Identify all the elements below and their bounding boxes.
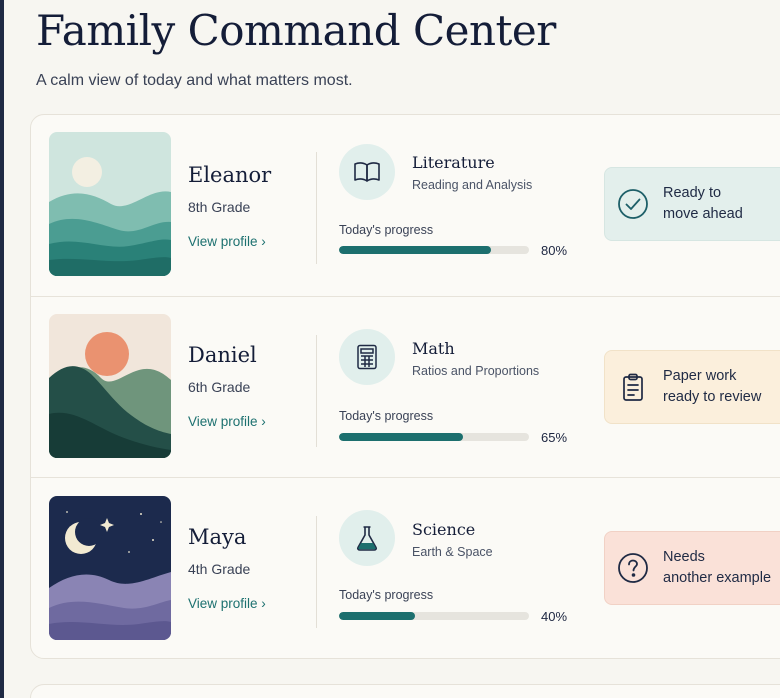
status-text: Ready to move ahead bbox=[663, 183, 743, 225]
subject-icon-badge bbox=[339, 144, 395, 200]
student-grade: 4th Grade bbox=[188, 561, 251, 577]
student-grade: 6th Grade bbox=[188, 379, 251, 395]
view-profile-link[interactable]: View profile › bbox=[188, 234, 266, 249]
status-line-2: another example bbox=[663, 570, 772, 586]
subject-icon-badge bbox=[339, 329, 395, 385]
view-profile-link[interactable]: View profile › bbox=[188, 414, 266, 429]
status-text: Needs another example bbox=[663, 547, 771, 589]
daniel-thumbnail bbox=[49, 314, 171, 458]
sunset-mountains-illustration bbox=[49, 314, 171, 458]
maya-thumbnail bbox=[49, 496, 171, 640]
progress-label: Today's progress bbox=[339, 588, 434, 602]
row-divider bbox=[316, 516, 317, 628]
status-line-1: Ready to bbox=[663, 185, 722, 201]
status-text: Paper work ready to review bbox=[663, 366, 761, 408]
progress-fill bbox=[339, 246, 491, 254]
student-row-eleanor: Eleanor 8th Grade View profile › Literat… bbox=[31, 115, 780, 296]
progress-bar bbox=[339, 612, 529, 620]
progress-bar bbox=[339, 246, 529, 254]
window-left-edge bbox=[0, 0, 4, 698]
subject-title: Literature bbox=[412, 153, 495, 172]
row-divider bbox=[316, 152, 317, 264]
check-circle-icon bbox=[618, 189, 648, 219]
status-badge[interactable]: Paper work ready to review bbox=[604, 350, 780, 424]
night-moon-illustration bbox=[49, 496, 171, 640]
row-divider bbox=[316, 335, 317, 447]
status-line-1: Needs bbox=[663, 549, 705, 565]
progress-label: Today's progress bbox=[339, 409, 434, 423]
question-circle-icon bbox=[618, 553, 648, 583]
subject-topic: Earth & Space bbox=[412, 545, 493, 559]
progress-label: Today's progress bbox=[339, 223, 434, 237]
flask-icon bbox=[356, 526, 378, 551]
calculator-icon bbox=[357, 344, 377, 370]
progress-fill bbox=[339, 612, 415, 620]
status-badge[interactable]: Needs another example bbox=[604, 531, 780, 605]
student-name: Maya bbox=[188, 525, 247, 549]
eleanor-thumbnail bbox=[49, 132, 171, 276]
student-name: Eleanor bbox=[188, 163, 272, 187]
view-profile-link[interactable]: View profile › bbox=[188, 596, 266, 611]
subject-topic: Reading and Analysis bbox=[412, 178, 533, 192]
next-section-card bbox=[30, 684, 780, 698]
students-card: Eleanor 8th Grade View profile › Literat… bbox=[30, 114, 780, 659]
progress-value: 80% bbox=[541, 243, 568, 258]
student-name: Daniel bbox=[188, 343, 257, 367]
student-grade: 8th Grade bbox=[188, 199, 251, 215]
student-row-daniel: Daniel 6th Grade View profile › Math Rat… bbox=[31, 296, 780, 477]
progress-bar bbox=[339, 433, 529, 441]
status-line-2: ready to review bbox=[663, 389, 762, 405]
progress-value: 40% bbox=[541, 609, 568, 624]
status-line-1: Paper work bbox=[663, 368, 737, 384]
sun-hills-illustration bbox=[49, 132, 171, 276]
status-badge[interactable]: Ready to move ahead bbox=[604, 167, 780, 241]
progress-value: 65% bbox=[541, 430, 568, 445]
subject-title: Science bbox=[412, 520, 476, 539]
page-subtitle: A calm view of today and what matters mo… bbox=[36, 72, 353, 89]
page-title: Family Command Center bbox=[36, 6, 556, 55]
subject-topic: Ratios and Proportions bbox=[412, 364, 540, 378]
clipboard-icon bbox=[623, 373, 643, 401]
student-row-maya: Maya 4th Grade View profile › Science Ea… bbox=[31, 477, 780, 658]
subject-title: Math bbox=[412, 339, 455, 358]
progress-fill bbox=[339, 433, 463, 441]
open-book-icon bbox=[354, 162, 380, 182]
status-line-2: move ahead bbox=[663, 206, 743, 222]
subject-icon-badge bbox=[339, 510, 395, 566]
